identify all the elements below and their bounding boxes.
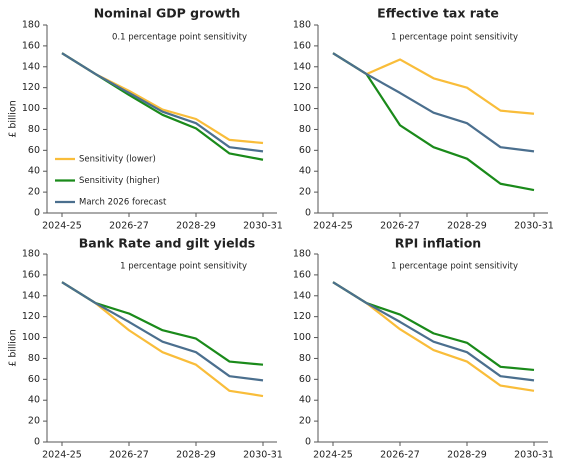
- series-line: [332, 281, 535, 382]
- y-tick-label: 160: [293, 269, 311, 280]
- y-tick-label: 180: [293, 249, 311, 260]
- y-tick-label: 140: [293, 61, 311, 72]
- annotation: 1 percentage point sensitivity: [120, 262, 247, 272]
- y-tick-label: 80: [28, 353, 40, 364]
- annotation: 1 percentage point sensitivity: [391, 33, 518, 43]
- y-tick-label: 20: [28, 416, 40, 427]
- y-tick-label: 0: [34, 437, 40, 448]
- chart-title: Effective tax rate: [377, 6, 499, 21]
- series-line: [332, 281, 535, 372]
- x-tick-label: 2024-25: [42, 450, 82, 461]
- chart-title: Nominal GDP growth: [94, 6, 241, 21]
- y-tick-label: 40: [299, 395, 311, 406]
- y-tick-label: 120: [293, 82, 311, 93]
- y-tick-label: 120: [22, 311, 40, 322]
- y-tick-label: 20: [299, 187, 311, 198]
- y-tick-label: 20: [299, 416, 311, 427]
- x-tick-label: 2030-31: [514, 450, 554, 461]
- y-tick-label: 0: [34, 208, 40, 219]
- annotation: 0.1 percentage point sensitivity: [112, 33, 247, 43]
- y-tick-label: 80: [299, 353, 311, 364]
- y-tick-label: 40: [299, 166, 311, 177]
- annotation: 1 percentage point sensitivity: [391, 262, 518, 272]
- x-tick-label: 2030-31: [514, 221, 554, 232]
- series-line: [61, 52, 264, 153]
- y-tick-label: 180: [22, 249, 40, 260]
- y-tick-label: 140: [22, 290, 40, 301]
- x-tick-label: 2024-25: [42, 221, 82, 232]
- x-tick-label: 2028-29: [447, 221, 487, 232]
- y-tick-label: 180: [22, 20, 40, 31]
- y-tick-label: 160: [22, 40, 40, 51]
- y-tick-label: 160: [22, 269, 40, 280]
- x-tick-label: 2024-25: [313, 450, 353, 461]
- series-line: [61, 281, 264, 398]
- series-line: [332, 281, 535, 392]
- y-tick-label: 100: [293, 332, 311, 343]
- y-axis-label: £ billion: [8, 100, 19, 138]
- y-tick-label: 60: [299, 374, 311, 385]
- y-tick-label: 60: [28, 145, 40, 156]
- x-tick-label: 2028-29: [176, 450, 216, 461]
- series-line: [61, 281, 264, 382]
- y-tick-label: 120: [293, 311, 311, 322]
- y-tick-label: 0: [305, 208, 311, 219]
- series-line: [332, 52, 535, 115]
- y-tick-label: 60: [299, 145, 311, 156]
- y-tick-label: 140: [22, 61, 40, 72]
- series-line: [61, 52, 264, 161]
- series-line: [332, 52, 535, 192]
- x-tick-label: 2028-29: [176, 221, 216, 232]
- series-line: [332, 52, 535, 153]
- y-tick-label: 100: [22, 332, 40, 343]
- legend-label: March 2026 forecast: [79, 198, 167, 208]
- x-tick-label: 2026-27: [380, 221, 420, 232]
- x-tick-label: 2026-27: [380, 450, 420, 461]
- y-tick-label: 80: [28, 124, 40, 135]
- x-tick-label: 2026-27: [109, 221, 149, 232]
- y-tick-label: 120: [22, 82, 40, 93]
- y-tick-label: 140: [293, 290, 311, 301]
- y-tick-label: 40: [28, 166, 40, 177]
- x-tick-label: 2028-29: [447, 450, 487, 461]
- legend-label: Sensitivity (lower): [79, 155, 156, 165]
- y-tick-label: 160: [293, 40, 311, 51]
- x-tick-label: 2026-27: [109, 450, 149, 461]
- y-tick-label: 100: [293, 103, 311, 114]
- y-tick-label: 20: [28, 187, 40, 198]
- y-tick-label: 40: [28, 395, 40, 406]
- y-tick-label: 60: [28, 374, 40, 385]
- x-tick-label: 2030-31: [243, 450, 283, 461]
- chart-title: RPI inflation: [395, 236, 481, 251]
- y-tick-label: 0: [305, 437, 311, 448]
- y-tick-label: 180: [293, 20, 311, 31]
- chart-title: Bank Rate and gilt yields: [79, 236, 255, 251]
- y-axis-label: £ billion: [8, 329, 19, 367]
- x-tick-label: 2024-25: [313, 221, 353, 232]
- y-tick-label: 80: [299, 124, 311, 135]
- y-tick-label: 100: [22, 103, 40, 114]
- legend-label: Sensitivity (higher): [79, 176, 160, 186]
- x-tick-label: 2030-31: [243, 221, 283, 232]
- series-line: [61, 52, 264, 145]
